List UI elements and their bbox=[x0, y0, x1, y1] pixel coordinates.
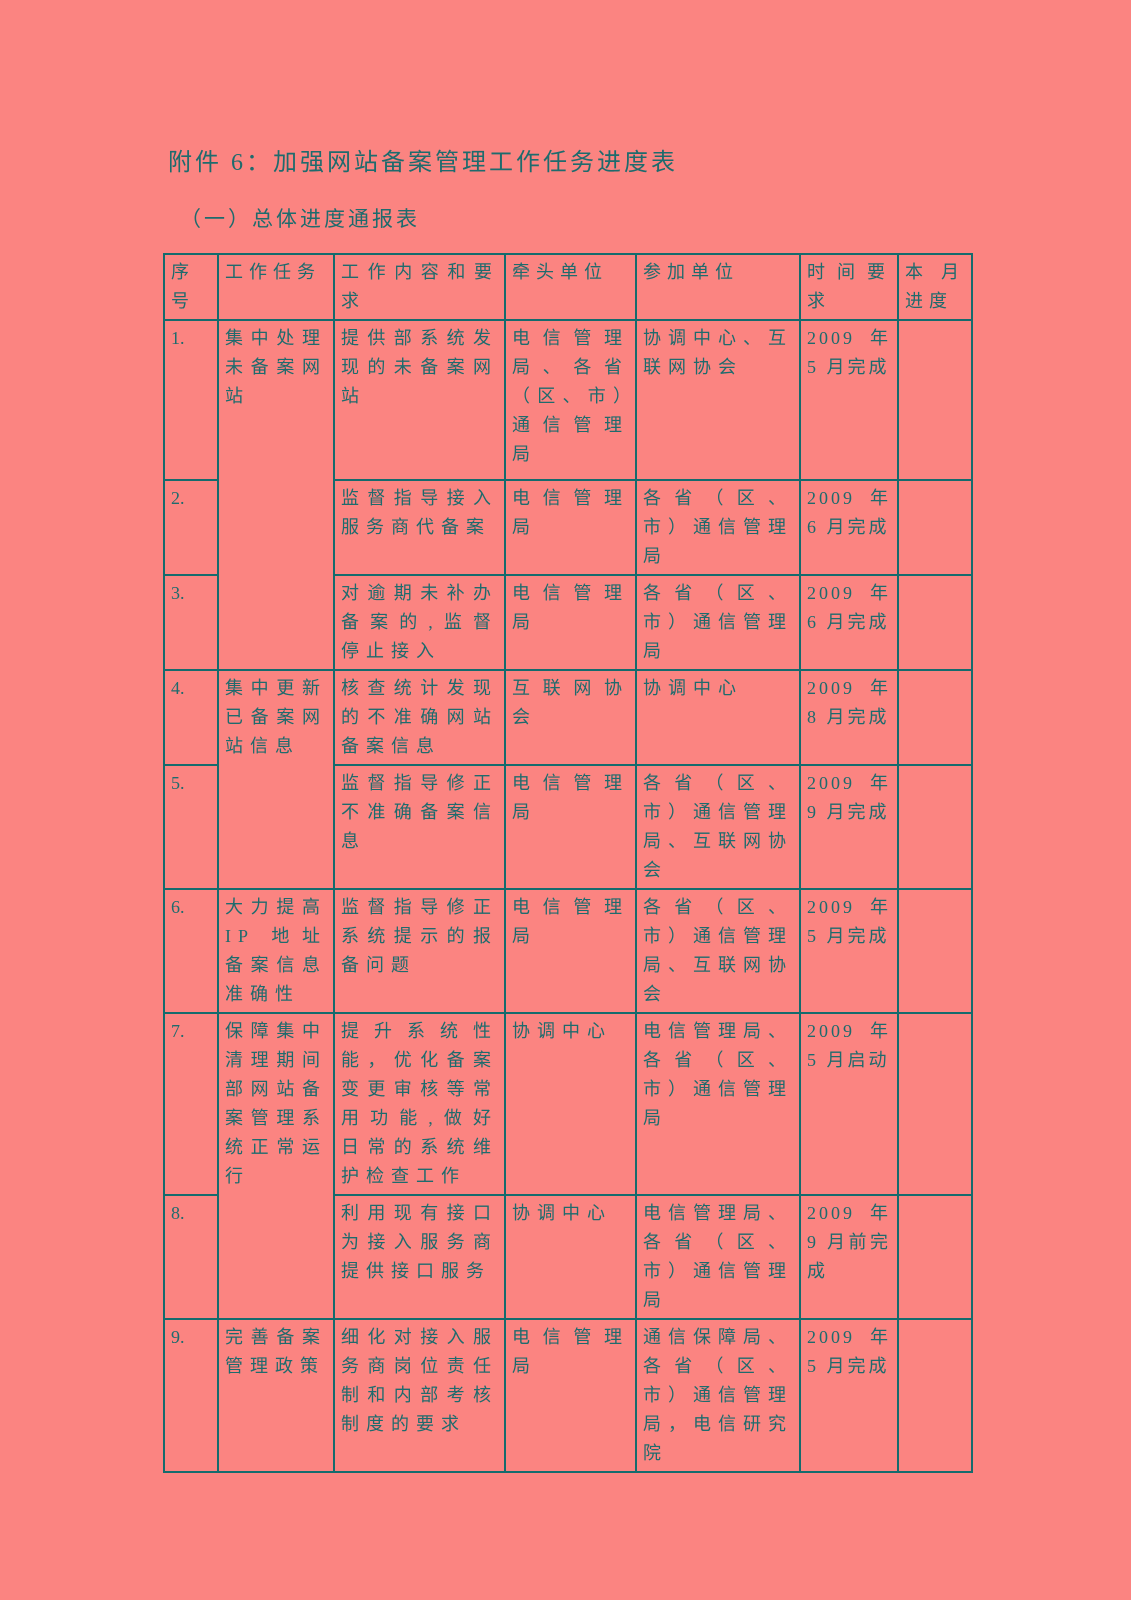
cell-progress bbox=[897, 1194, 973, 1320]
cell-time: 2009 年 5 月完成 bbox=[799, 319, 899, 481]
cell-task: 保障集中清理期间部网站备案管理系统正常运行 bbox=[217, 1012, 335, 1320]
cell-lead: 电信管理局 bbox=[504, 574, 637, 671]
cell-progress bbox=[897, 669, 973, 766]
header-no: 序号 bbox=[163, 253, 219, 321]
cell-lead: 协调中心 bbox=[504, 1012, 637, 1196]
cell-no: 4. bbox=[163, 669, 219, 766]
cell-no: 6. bbox=[163, 888, 219, 1014]
header-time: 时间要求 bbox=[799, 253, 899, 321]
cell-no: 5. bbox=[163, 764, 219, 890]
cell-time: 2009 年 9 月完成 bbox=[799, 764, 899, 890]
cell-participants: 各省（区、市）通信管理局 bbox=[635, 574, 801, 671]
cell-lead: 电信管理局 bbox=[504, 1318, 637, 1473]
cell-progress bbox=[897, 479, 973, 576]
table-row: 8. 利用现有接口为接入服务商提供接口服务 协调中心 电信管理局、各省（区、市）… bbox=[163, 1194, 973, 1320]
table-row: 4. 集中更新已备案网站信息 核查统计发现的不准确网站备案信息 互联网协会 协调… bbox=[163, 669, 973, 890]
table-row: 2. 监督指导接入服务商代备案 电信管理局 各省（区、市）通信管理局 2009 … bbox=[163, 479, 973, 576]
cell-participants: 各省（区、市）通信管理局、互联网协会 bbox=[635, 888, 801, 1014]
cell-no: 9. bbox=[163, 1318, 219, 1473]
header-task: 工作任务 bbox=[217, 253, 335, 321]
cell-progress bbox=[897, 888, 973, 1014]
table-header-row: 序号 工作任务 工作内容和要求 牵头单位 参加单位 时间要求 本月进度 bbox=[163, 253, 973, 321]
cell-participants: 电信管理局、各省（区、市）通信管理局 bbox=[635, 1194, 801, 1320]
header-content: 工作内容和要求 bbox=[333, 253, 506, 321]
cell-no: 2. bbox=[163, 479, 219, 576]
cell-participants: 各省（区、市）通信管理局 bbox=[635, 479, 801, 576]
cell-progress bbox=[897, 574, 973, 671]
cell-content: 监督指导接入服务商代备案 bbox=[333, 479, 506, 576]
cell-time: 2009 年 6 月完成 bbox=[799, 574, 899, 671]
cell-time: 2009 年 5 月完成 bbox=[799, 1318, 899, 1473]
cell-progress bbox=[897, 1012, 973, 1196]
cell-lead: 电信管理局 bbox=[504, 764, 637, 890]
table-row: 5. 监督指导修正不准确备案信息 电信管理局 各省（区、市）通信管理局、互联网协… bbox=[163, 764, 973, 890]
header-progress: 本月进度 bbox=[897, 253, 973, 321]
cell-no: 8. bbox=[163, 1194, 219, 1320]
cell-participants: 各省（区、市）通信管理局、互联网协会 bbox=[635, 764, 801, 890]
cell-task: 集中更新已备案网站信息 bbox=[217, 669, 335, 890]
cell-lead: 电信管理局、各省（区、市）通信管理局 bbox=[504, 319, 637, 481]
cell-content: 监督指导修正不准确备案信息 bbox=[333, 764, 506, 890]
header-lead: 牵头单位 bbox=[504, 253, 637, 321]
cell-participants: 电信管理局、各省（区、市）通信管理局 bbox=[635, 1012, 801, 1196]
cell-time: 2009 年 6 月完成 bbox=[799, 479, 899, 576]
cell-time: 2009 年 5 月完成 bbox=[799, 888, 899, 1014]
table-row: 7. 保障集中清理期间部网站备案管理系统正常运行 提升系统性能，优化备案变更审核… bbox=[163, 1012, 973, 1320]
cell-lead: 协调中心 bbox=[504, 1194, 637, 1320]
cell-content: 核查统计发现的不准确网站备案信息 bbox=[333, 669, 506, 766]
table-row: 1. 集中处理未备案网站 提供部系统发现的未备案网站 电信管理局、各省（区、市）… bbox=[163, 319, 973, 671]
table-row: 3. 对逾期未补办备案的,监督停止接入 电信管理局 各省（区、市）通信管理局 2… bbox=[163, 574, 973, 671]
cell-progress bbox=[897, 1318, 973, 1473]
table-row: 9. 完善备案管理政策 细化对接入服务商岗位责任制和内部考核制度的要求 电信管理… bbox=[163, 1318, 973, 1473]
cell-content: 细化对接入服务商岗位责任制和内部考核制度的要求 bbox=[333, 1318, 506, 1473]
section-subtitle: （一）总体进度通报表 bbox=[180, 207, 420, 231]
cell-content: 对逾期未补办备案的,监督停止接入 bbox=[333, 574, 506, 671]
cell-time: 2009 年 9 月前完成 bbox=[799, 1194, 899, 1320]
cell-time: 2009 年 5 月启动 bbox=[799, 1012, 899, 1196]
cell-task: 完善备案管理政策 bbox=[217, 1318, 335, 1473]
cell-progress bbox=[897, 319, 973, 481]
cell-content: 提供部系统发现的未备案网站 bbox=[333, 319, 506, 481]
document-title: 附件 6：加强网站备案管理工作任务进度表 bbox=[168, 150, 678, 176]
cell-task: 大力提高 IP 地址备案信息准确性 bbox=[217, 888, 335, 1014]
header-participants: 参加单位 bbox=[635, 253, 801, 321]
cell-progress bbox=[897, 764, 973, 890]
cell-content: 监督指导修正系统提示的报备问题 bbox=[333, 888, 506, 1014]
cell-lead: 互联网协会 bbox=[504, 669, 637, 766]
cell-lead: 电信管理局 bbox=[504, 888, 637, 1014]
cell-task: 集中处理未备案网站 bbox=[217, 319, 335, 671]
cell-no: 1. bbox=[163, 319, 219, 481]
cell-lead: 电信管理局 bbox=[504, 479, 637, 576]
cell-content: 利用现有接口为接入服务商提供接口服务 bbox=[333, 1194, 506, 1320]
table-row: 6. 大力提高 IP 地址备案信息准确性 监督指导修正系统提示的报备问题 电信管… bbox=[163, 888, 973, 1014]
progress-table: 序号 工作任务 工作内容和要求 牵头单位 参加单位 时间要求 本月进度 1. 集… bbox=[163, 253, 973, 1473]
cell-participants: 协调中心 bbox=[635, 669, 801, 766]
cell-content: 提升系统性能，优化备案变更审核等常用功能,做好日常的系统维护检查工作 bbox=[333, 1012, 506, 1196]
cell-participants: 协调中心、互联网协会 bbox=[635, 319, 801, 481]
cell-no: 3. bbox=[163, 574, 219, 671]
cell-no: 7. bbox=[163, 1012, 219, 1196]
cell-participants: 通信保障局、各省（区、市）通信管理局，电信研究院 bbox=[635, 1318, 801, 1473]
cell-time: 2009 年 8 月完成 bbox=[799, 669, 899, 766]
